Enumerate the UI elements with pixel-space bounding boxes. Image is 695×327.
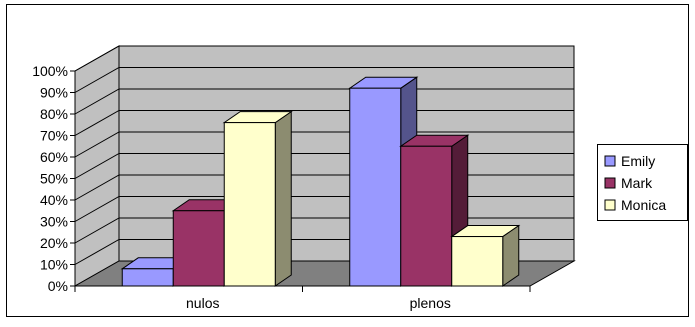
y-tick-label: 40% <box>40 192 68 208</box>
x-category-label: plenos <box>410 295 451 311</box>
bars <box>120 76 521 287</box>
y-tick-label: 100% <box>32 63 68 79</box>
gridline <box>74 110 574 136</box>
y-tick-label: 90% <box>40 85 68 101</box>
gridline <box>74 88 574 115</box>
y-tick-label: 70% <box>40 128 68 144</box>
y-tick-label: 80% <box>40 106 68 122</box>
bar-front-face <box>451 236 504 287</box>
y-tick-label: 20% <box>40 235 68 251</box>
legend: Emily Mark Monica <box>597 144 688 221</box>
legend-label-monica: Monica <box>621 197 666 213</box>
y-axis-ticks: 0% 10% 20% 30% 40% 50% 60% 70% 80% 90% 100% <box>32 63 76 294</box>
y-tick-label: 0% <box>48 278 68 294</box>
gridline <box>74 45 574 72</box>
bar-monica-plenos <box>450 224 521 287</box>
bar-monica-nulos <box>222 110 293 287</box>
bar-front-face <box>121 268 174 287</box>
y-tick-label: 10% <box>40 257 68 273</box>
legend-swatch-monica <box>604 199 616 211</box>
y-tick-label: 50% <box>40 171 68 187</box>
bar-front-face <box>223 122 276 287</box>
bar-side-face <box>274 110 292 287</box>
x-category-label: nulos <box>186 295 219 311</box>
y-tick-label: 60% <box>40 149 68 165</box>
legend-swatch-emily <box>604 155 616 167</box>
gridline <box>74 131 574 158</box>
bar-front-face <box>400 145 453 287</box>
bar-front-face <box>172 210 225 287</box>
bar-front-face <box>349 87 402 287</box>
legend-label-emily: Emily <box>621 153 655 169</box>
legend-swatch-mark <box>604 177 616 189</box>
y-tick-label: 30% <box>40 214 68 230</box>
legend-label-mark: Mark <box>621 175 653 191</box>
gridline <box>74 67 574 93</box>
gridlines <box>74 45 574 265</box>
